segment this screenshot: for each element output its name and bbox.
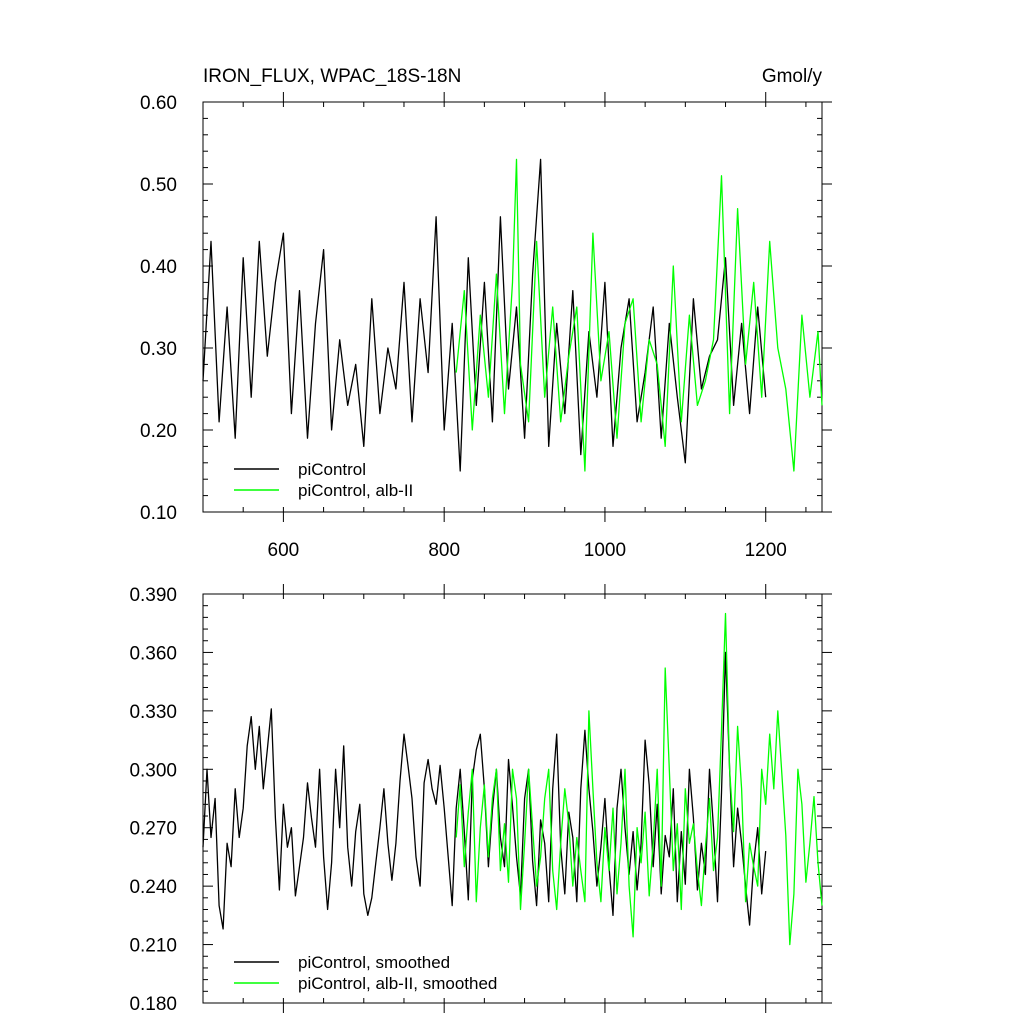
chart-title: IRON_FLUX, WPAC_18S-18N [203, 66, 461, 87]
series-line-0 [202, 158, 767, 472]
legend-label-0: piControl [298, 460, 366, 479]
y-tick-label: 0.10 [140, 503, 177, 524]
y-tick-label: 0.60 [140, 93, 177, 114]
legend-label-1: piControl, alb-II, smoothed [298, 974, 497, 993]
y-tick-label: 0.270 [129, 819, 177, 840]
x-tick-label: 800 [428, 540, 460, 561]
y-tick-label: 0.30 [140, 339, 177, 360]
series-line-1 [455, 158, 823, 472]
y-tick-label: 0.180 [129, 994, 177, 1015]
bottom-panel: 0.180 0.210 0.240 0.270 0.300 0.330 0.360 0.390… [129, 584, 832, 1015]
series-line-1 [455, 612, 823, 946]
plot-frame [202, 593, 823, 1004]
y-tick-label: 0.390 [129, 585, 177, 606]
top-panel: 600 800 1000 1200 0.10 0.20 0.30 0.40 0.50 0.60 pi… [140, 92, 832, 561]
y-tick-label: 0.20 [140, 421, 177, 442]
y-tick-label: 0.360 [129, 643, 177, 664]
y-tick-label: 0.330 [129, 702, 177, 723]
y-tick-label: 0.50 [140, 175, 177, 196]
x-tick-label: 1000 [584, 540, 626, 561]
y-tick-label: 0.300 [129, 760, 177, 781]
x-tick-label: 1200 [745, 540, 787, 561]
y-tick-label: 0.210 [129, 936, 177, 957]
x-tick-label: 600 [268, 540, 300, 561]
units-label: Gmol/y [762, 66, 823, 87]
y-tick-label: 0.40 [140, 257, 177, 278]
legend-label-1: piControl, alb-II [298, 481, 413, 500]
y-tick-label: 0.240 [129, 877, 177, 898]
plot-frame [202, 101, 823, 513]
legend-label-0: piControl, smoothed [298, 953, 450, 972]
